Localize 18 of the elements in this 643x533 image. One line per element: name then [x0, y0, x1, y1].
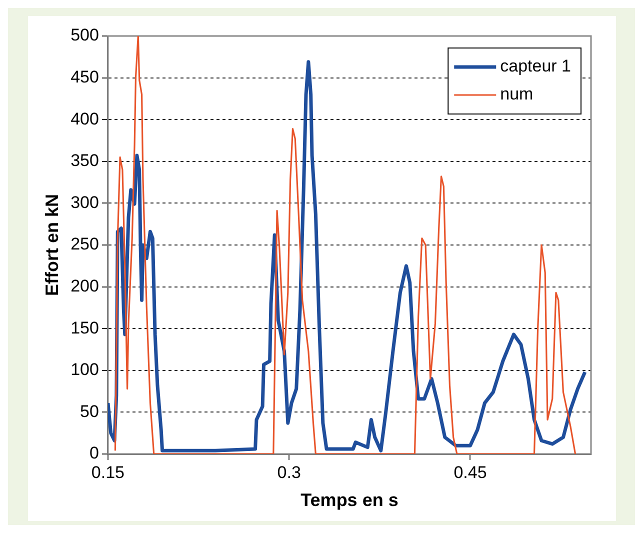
x-tick-label: 0.45 — [454, 462, 487, 482]
y-tick-label: 400 — [70, 109, 99, 128]
y-tick-label: 500 — [70, 26, 99, 45]
y-tick-label: 250 — [70, 234, 99, 254]
legend-label: capteur 1 — [500, 56, 572, 76]
y-tick-label: 350 — [70, 151, 99, 170]
x-axis-title: Temps en s — [300, 490, 398, 510]
y-tick-label: 450 — [70, 67, 99, 86]
y-tick-label: 50 — [80, 402, 99, 421]
y-tick-label: 100 — [70, 360, 99, 380]
y-tick-label: 150 — [70, 318, 99, 338]
x-tick-label: 0.3 — [277, 462, 301, 482]
x-tick-label: 0.15 — [91, 462, 125, 482]
y-tick-label: 0 — [89, 444, 99, 463]
y-tick-label: 200 — [70, 276, 99, 296]
legend-label: num — [500, 84, 534, 104]
y-axis-title: Effort en kN — [42, 194, 62, 296]
y-tick-label: 300 — [70, 192, 99, 212]
